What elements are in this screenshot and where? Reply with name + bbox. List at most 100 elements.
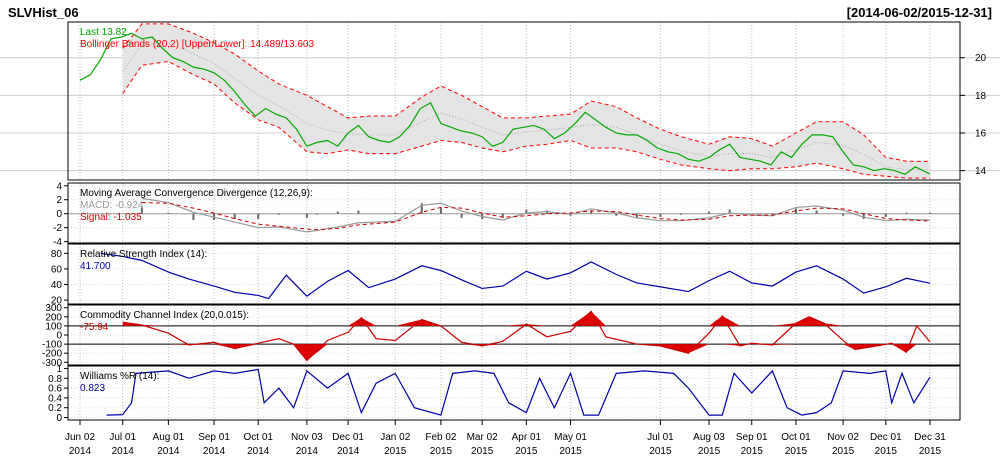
x-tick-label-top-9: Mar 02 xyxy=(467,432,499,443)
panel-williams-ytick-label-1: 0.2 xyxy=(48,403,62,414)
panel-rsi-frame xyxy=(67,243,961,305)
x-tick-label-bottom-4: 2014 xyxy=(247,446,270,457)
x-tick-label-bottom-13: 2015 xyxy=(698,446,721,457)
panel-williams-frame xyxy=(67,365,961,421)
panel-rsi-legend-0: Relative Strength Index (14): xyxy=(80,249,207,260)
panel-macd-series-0 xyxy=(141,197,931,233)
panel-macd-legend-2: Signal: -1.035 xyxy=(80,212,142,223)
panel-williams: 00.20.40.60.81 Williams %R (14):0.823 xyxy=(48,364,961,424)
panel-macd-ytick-label-4: 4 xyxy=(56,181,62,192)
panel-williams-series-0 xyxy=(106,368,931,416)
x-tick-label-bottom-12: 2015 xyxy=(649,446,672,457)
panel-macd: -4 -2 0 2 4 Moving Average Convergence Diverg… xyxy=(53,181,961,248)
cci-fill-overbought xyxy=(122,311,931,326)
x-tick-label-top-6: Dec 01 xyxy=(332,432,364,443)
x-tick-label-top-10: Apr 01 xyxy=(512,432,542,443)
x-tick-label-bottom-0: 2014 xyxy=(69,446,92,457)
x-tick-label-bottom-6: 2014 xyxy=(337,446,360,457)
x-tick-label-top-4: Oct 01 xyxy=(244,432,274,443)
x-tick-label-bottom-16: 2015 xyxy=(832,446,855,457)
panel-price-ytick-label-1: 16 xyxy=(975,128,987,139)
panel-rsi-ytick-label-3: 80 xyxy=(51,249,63,260)
x-tick-label-top-5: Nov 03 xyxy=(291,432,323,443)
panel-macd-frame xyxy=(67,182,961,244)
x-tick-label-bottom-7: 2015 xyxy=(384,446,407,457)
x-tick-label-bottom-18: 2015 xyxy=(919,446,942,457)
x-tick-label-bottom-8: 2015 xyxy=(430,446,453,457)
panel-price-series-1 xyxy=(122,23,931,162)
x-tick-label-bottom-1: 2014 xyxy=(112,446,135,457)
panel-macd-ytick-label-2: 0 xyxy=(56,209,62,220)
panel-cci-ytick-label-5: 200 xyxy=(45,312,62,323)
x-tick-label-bottom-14: 2015 xyxy=(741,446,764,457)
panel-rsi-ytick-label-2: 60 xyxy=(51,264,63,275)
x-tick-label-bottom-5: 2014 xyxy=(296,446,319,457)
x-tick-label-bottom-3: 2014 xyxy=(203,446,226,457)
x-tick-label-top-7: Jan 02 xyxy=(380,432,410,443)
panel-rsi-ytick-label-1: 40 xyxy=(51,280,63,291)
panel-price-ytick-label-0: 14 xyxy=(975,166,987,177)
panel-cci-legend-0: Commodity Channel Index (20,0.015): xyxy=(80,310,249,321)
panel-williams-ytick-label-5: 1 xyxy=(56,364,62,375)
panel-cci-frame xyxy=(67,304,961,366)
panel-rsi-ytick-label-0: 20 xyxy=(51,296,63,307)
panel-price-series-2 xyxy=(122,60,931,179)
panel-price-series-0 xyxy=(79,32,931,176)
chart-date-range: [2014-06-02/2015-12-31] xyxy=(847,5,992,20)
panel-macd-ytick-label-3: 2 xyxy=(56,195,62,206)
panel-cci-ytick-label-2: -100 xyxy=(42,340,62,351)
x-tick-label-bottom-11: 2015 xyxy=(559,446,582,457)
panel-cci-series-0 xyxy=(122,310,931,362)
x-tick-label-top-12: Jul 01 xyxy=(647,432,674,443)
panel-macd-series-1 xyxy=(141,202,931,231)
x-tick-label-top-2: Aug 01 xyxy=(153,432,185,443)
panel-williams-legend-1: 0.823 xyxy=(80,383,105,394)
bollinger-middle-line xyxy=(122,42,931,171)
x-tick-label-bottom-10: 2015 xyxy=(515,446,538,457)
panel-price-ytick-label-3: 20 xyxy=(975,53,987,64)
panel-williams-legend-0: Williams %R (14): xyxy=(80,371,159,382)
panel-macd-ytick-label-0: -4 xyxy=(53,237,62,248)
panel-williams-ytick-label-0: 0 xyxy=(56,413,62,424)
panel-cci-legend-1: -75.94 xyxy=(80,322,109,333)
panel-rsi: 20 40 60 80 Relative Strength Index (14):41.… xyxy=(51,243,961,307)
x-tick-label-bottom-17: 2015 xyxy=(875,446,898,457)
x-tick-label-top-11: May 01 xyxy=(554,432,587,443)
x-tick-label-top-18: Dec 31 xyxy=(914,432,946,443)
x-tick-label-top-16: Nov 02 xyxy=(827,432,859,443)
panel-cci-ytick-label-6: 300 xyxy=(45,303,62,314)
x-tick-label-bottom-2: 2014 xyxy=(157,446,180,457)
panel-cci-ytick-label-1: -200 xyxy=(42,349,62,360)
panel-price-legend-0: Last 13.82 xyxy=(80,27,127,38)
panel-williams-ytick-label-4: 0.8 xyxy=(48,374,62,385)
panel-price-frame xyxy=(67,21,961,181)
panel-cci-ytick-label-3: 0 xyxy=(56,331,62,342)
x-tick-label-bottom-15: 2015 xyxy=(785,446,808,457)
x-tick-label-top-8: Feb 02 xyxy=(425,432,457,443)
panel-rsi-series-0 xyxy=(100,252,931,300)
x-tick-label-top-1: Jul 01 xyxy=(109,432,136,443)
panel-price-legend-1: Bollinger Bands (20,2) [Upper/Lower]: 14… xyxy=(80,39,314,50)
x-axis: Jun 02 2014 Jul 01 2014 Aug 01 2014 Sep 01 2014… xyxy=(65,420,946,457)
panel-macd-legend-1: MACD: -0.924 xyxy=(80,200,144,211)
x-tick-label-top-14: Sep 01 xyxy=(736,432,768,443)
x-tick-label-top-17: Dec 01 xyxy=(870,432,902,443)
panel-cci-ytick-label-4: 100 xyxy=(45,321,62,332)
bollinger-band-fill xyxy=(122,23,931,179)
x-tick-label-top-3: Sep 01 xyxy=(198,432,230,443)
panel-rsi-legend-1: 41.700 xyxy=(80,261,111,272)
panel-macd-legend-0: Moving Average Convergence Divergence (1… xyxy=(80,188,313,199)
panel-price-ytick-label-2: 18 xyxy=(975,91,987,102)
panel-williams-ytick-label-2: 0.4 xyxy=(48,393,62,404)
panel-macd-ytick-label-1: -2 xyxy=(53,223,62,234)
x-tick-label-top-15: Oct 01 xyxy=(781,432,811,443)
panel-cci-ytick-label-0: -300 xyxy=(42,358,62,369)
chart-title: SLVHist_06 xyxy=(8,5,79,20)
panel-williams-ytick-label-3: 0.6 xyxy=(48,384,62,395)
x-tick-label-top-0: Jun 02 xyxy=(65,432,95,443)
x-tick-label-top-13: Aug 03 xyxy=(693,432,725,443)
